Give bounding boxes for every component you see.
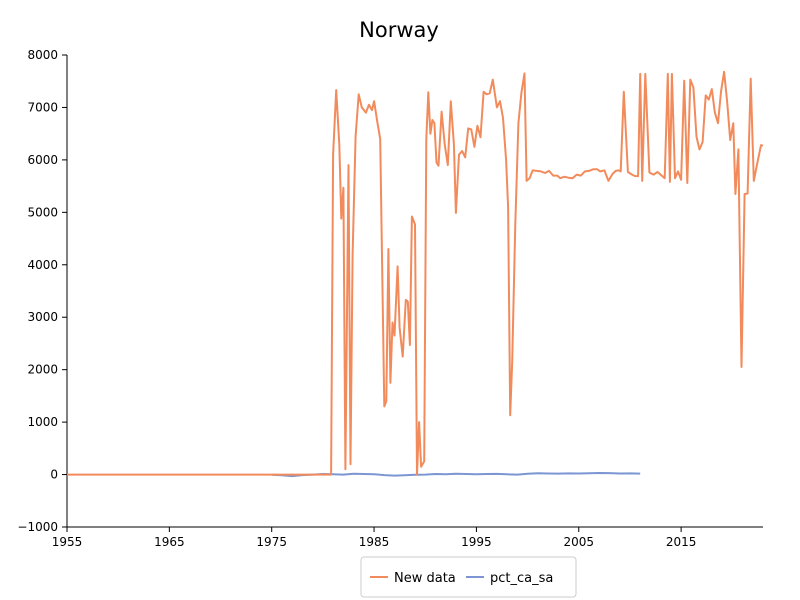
legend: New data pct_ca_sa bbox=[360, 556, 577, 598]
y-tick-label: 3000 bbox=[27, 310, 58, 324]
legend-label: pct_ca_sa bbox=[490, 571, 553, 586]
x-tick-label: 1965 bbox=[154, 535, 185, 549]
axes: −1000 0 1000 2000 3000 4000 5000 6000 7000 8000 19… bbox=[17, 48, 763, 549]
y-tick-label: 5000 bbox=[27, 205, 58, 219]
series-layer bbox=[67, 70, 764, 478]
legend-label: New data bbox=[394, 571, 456, 586]
y-tick-label: 8000 bbox=[27, 48, 58, 62]
series-line-new-data bbox=[67, 70, 764, 476]
x-tick-label: 2015 bbox=[666, 535, 697, 549]
x-tick-label: 2005 bbox=[563, 535, 594, 549]
y-tick-label: 1000 bbox=[27, 415, 58, 429]
y-tick-label: 2000 bbox=[27, 363, 58, 377]
series-line-pct-ca-sa bbox=[271, 472, 641, 478]
x-tick-label: 1955 bbox=[52, 535, 83, 549]
x-tick-label: 1985 bbox=[359, 535, 390, 549]
x-tick-label: 1975 bbox=[256, 535, 287, 549]
y-tick-label: −1000 bbox=[17, 520, 58, 534]
y-tick-label: 6000 bbox=[27, 153, 58, 167]
x-tick-label: 1995 bbox=[461, 535, 492, 549]
chart-title: Norway bbox=[359, 18, 439, 42]
y-tick-label: 4000 bbox=[27, 258, 58, 272]
y-tick-label: 7000 bbox=[27, 100, 58, 114]
y-tick-label: 0 bbox=[50, 468, 58, 482]
